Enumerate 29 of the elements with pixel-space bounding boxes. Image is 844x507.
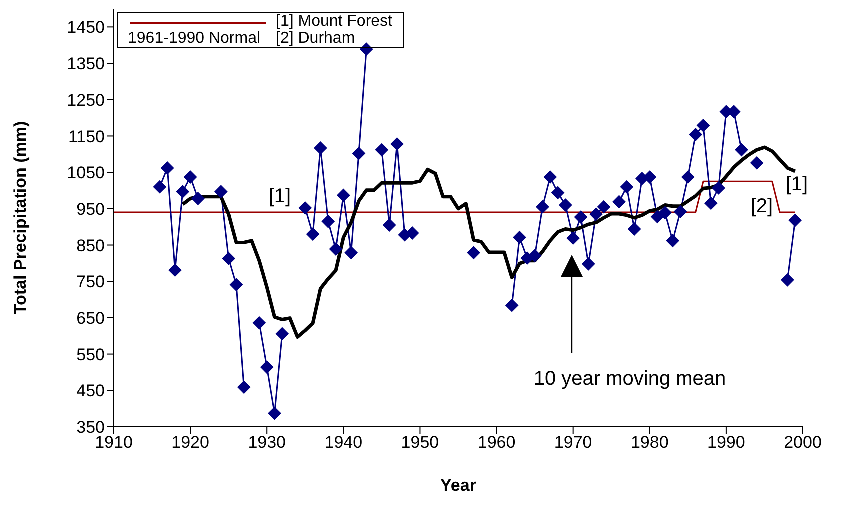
- annotation: [1] Mount Forest: [276, 13, 392, 31]
- x-tick-label: 1950: [401, 433, 440, 452]
- y-tick-label: 1150: [68, 127, 105, 146]
- y-tick-label: 650: [76, 308, 105, 328]
- y-tick-label: 1350: [67, 54, 105, 74]
- x-tick-label: 1940: [324, 433, 363, 452]
- text: 1961-1990 Normal: [128, 30, 262, 47]
- y-tick-label: 1250: [67, 90, 105, 110]
- annotation: [2] Durham: [276, 30, 356, 47]
- x-tick-label: 1970: [554, 433, 592, 452]
- x-tick-label: 1990: [708, 433, 746, 452]
- x-tick-label: 1930: [248, 433, 286, 452]
- annotation: [2]: [750, 195, 774, 218]
- annotation: [1]: [786, 173, 808, 196]
- y-axis-title: Total Precipitation (mm): [11, 121, 30, 315]
- y-tick-label: 450: [76, 382, 105, 401]
- y-tick-label: 1450: [67, 18, 105, 38]
- y-tick-label: 550: [76, 345, 105, 364]
- annotation: [1]: [268, 185, 292, 208]
- x-tick-label: 1920: [172, 433, 210, 452]
- y-tick-label: 1050: [67, 164, 105, 183]
- annotation: 10 year moving mean: [534, 368, 726, 390]
- x-axis-title: Year: [440, 476, 477, 495]
- y-tick-label: 950: [76, 200, 105, 219]
- x-tick-label: 2000: [784, 433, 822, 452]
- x-tick-label: 1960: [478, 433, 516, 452]
- y-tick-label: 750: [76, 272, 105, 292]
- y-tick-label: 850: [76, 236, 105, 256]
- x-tick-label: 1980: [630, 433, 669, 452]
